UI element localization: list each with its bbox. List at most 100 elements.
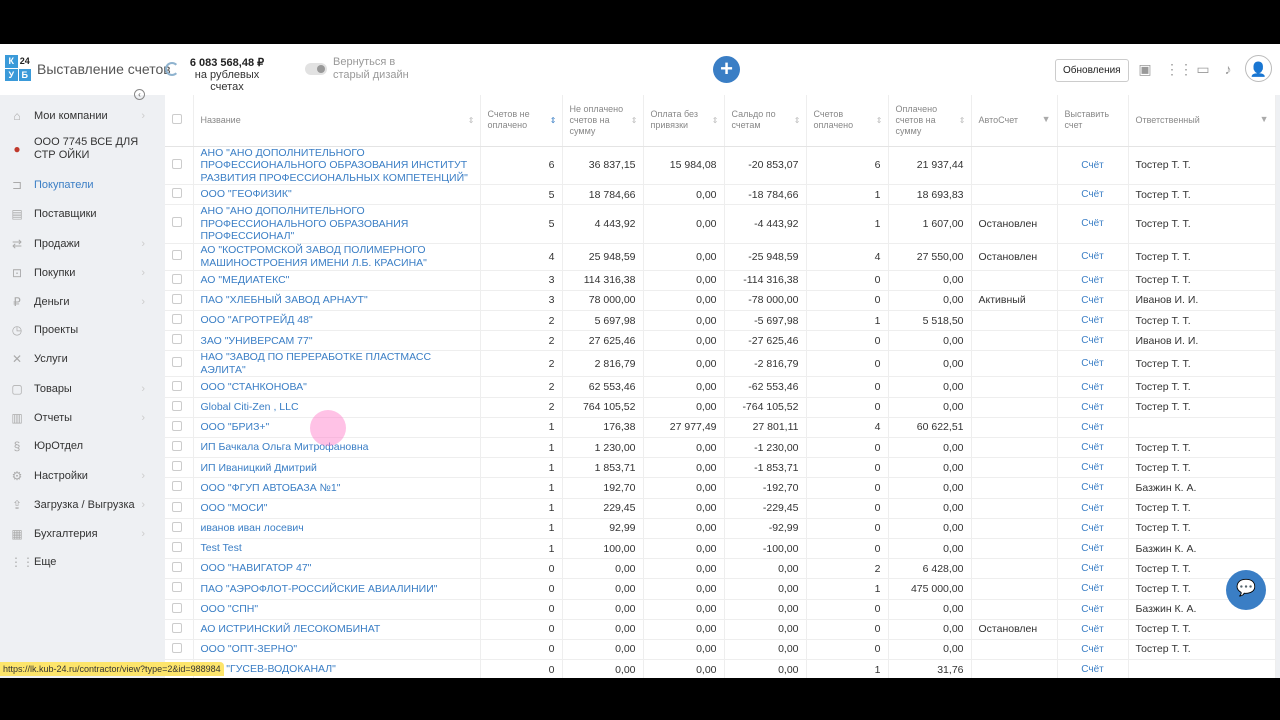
row-checkbox[interactable] [172,542,182,553]
create-invoice-link[interactable]: Счёт [1057,290,1129,312]
create-invoice-link[interactable]: Счёт [1057,417,1129,439]
sort-icon[interactable]: ⇕ [467,116,475,125]
sort-icon[interactable]: ⇕ [630,116,638,125]
row-checkbox[interactable] [172,273,182,284]
sidebar-item-5[interactable]: ⊡ Покупки › [0,263,163,283]
sort-icon[interactable]: ⇕ [793,116,801,125]
row-checkbox[interactable] [172,642,182,653]
contractor-link[interactable]: Global Citi-Zen , LLC [193,397,481,418]
column-header-4[interactable]: Сальдо по счетам ⇕ [724,95,807,147]
sidebar-item-4[interactable]: ⇄ Продажи › [0,234,163,254]
wallet-icon[interactable]: ▭ [1196,61,1210,77]
column-header-3[interactable]: Оплата без привязки ⇕ [643,95,725,147]
contractor-link[interactable]: АО ИСТРИНСКИЙ ЛЕСОКОМБИНАТ [193,619,481,640]
create-invoice-link[interactable]: Счёт [1057,437,1129,459]
create-invoice-link[interactable]: Счёт [1057,350,1129,378]
create-invoice-link[interactable]: Счёт [1057,397,1129,418]
row-checkbox[interactable] [172,334,182,345]
row-checkbox[interactable] [172,293,182,304]
contractor-link[interactable]: АО "КОСТРОМСКОЙ ЗАВОД ПОЛИМЕРНОГО МАШИНО… [193,243,481,271]
sidebar-item-14[interactable]: ▦ Бухгалтерия › [0,524,163,544]
sidebar-item-10[interactable]: ▥ Отчеты › [0,408,163,428]
add-button[interactable]: + [713,56,740,83]
create-invoice-link[interactable]: Счёт [1057,659,1129,678]
sort-icon[interactable]: ⇕ [549,116,557,125]
row-checkbox[interactable] [172,501,182,512]
sort-icon[interactable]: ⇕ [875,116,883,125]
sidebar-item-13[interactable]: ⇪ Загрузка / Выгрузка › [0,495,163,515]
row-checkbox[interactable] [172,158,182,169]
row-checkbox[interactable] [172,481,182,492]
create-invoice-link[interactable]: Счёт [1057,330,1129,352]
contractor-link[interactable]: ООО "НАВИГАТОР 47" [193,558,481,580]
sort-icon[interactable]: ⇕ [958,116,966,125]
create-invoice-link[interactable]: Счёт [1057,184,1129,206]
contractor-link[interactable]: ООО "АГРОТРЕЙД 48" [193,310,481,332]
create-invoice-link[interactable]: Счёт [1057,270,1129,291]
contractor-link[interactable]: ОАО "ГУСЕВ-ВОДОКАНАЛ" [193,659,481,678]
column-header-1[interactable]: Счетов не оплачено ⇕ [480,95,563,147]
row-checkbox[interactable] [172,400,182,411]
row-checkbox[interactable] [172,314,182,325]
contractor-link[interactable]: ПАО "АЭРОФЛОТ-РОССИЙСКИЕ АВИАЛИНИИ" [193,578,481,600]
create-invoice-link[interactable]: Счёт [1057,498,1129,519]
briefcase-icon[interactable]: ▣ [1138,61,1152,77]
row-checkbox[interactable] [172,357,182,368]
sidebar-item-3[interactable]: ▤ Поставщики [0,204,163,224]
sidebar-item-7[interactable]: ◷ Проекты [0,320,163,340]
create-invoice-link[interactable]: Счёт [1057,146,1129,185]
create-invoice-link[interactable]: Счёт [1057,578,1129,600]
chat-button[interactable]: 💬 [1226,570,1266,610]
row-checkbox[interactable] [172,622,182,633]
logo[interactable]: К 24 У Б [5,55,31,81]
apps-grid-icon[interactable]: ⋮⋮ [1165,61,1193,77]
column-header-2[interactable]: Не оплачено счетов на сумму ⇕ [562,95,644,147]
contractor-link[interactable]: АНО "АНО ДОПОЛНИТЕЛЬНОГО ПРОФЕССИОНАЛЬНО… [193,204,481,244]
updates-button[interactable]: Обновления [1055,59,1129,82]
create-invoice-link[interactable]: Счёт [1057,457,1129,479]
create-invoice-link[interactable]: Счёт [1057,619,1129,640]
contractor-link[interactable]: ООО "БРИЗ+" [193,417,481,439]
contractor-link[interactable]: ООО "ФГУП АВТОБАЗА №1" [193,477,481,499]
contractor-link[interactable]: НАО "ЗАВОД ПО ПЕРЕРАБОТКЕ ПЛАСТМАСС АЭЛИ… [193,350,481,378]
row-checkbox[interactable] [172,461,182,472]
contractor-link[interactable]: ЗАО "УНИВЕРСАМ 77" [193,330,481,352]
contractor-link[interactable]: иванов иван лосевич [193,518,481,539]
create-invoice-link[interactable]: Счёт [1057,538,1129,560]
sort-icon[interactable]: ⇕ [711,116,719,125]
filter-icon[interactable]: ▼ [1041,114,1051,124]
sidebar-item-12[interactable]: ⚙ Настройки › [0,466,163,486]
create-invoice-link[interactable]: Счёт [1057,558,1129,580]
row-checkbox[interactable] [172,420,182,431]
column-header-8[interactable]: Выставить счет [1057,95,1129,147]
contractor-link[interactable]: ПАО "ХЛЕБНЫЙ ЗАВОД АРНАУТ" [193,290,481,312]
sidebar-item-8[interactable]: ✕ Услуги [0,349,163,369]
sidebar-item-0[interactable]: ⌂ Мои компании › [0,106,163,126]
contractor-link[interactable]: АО "МЕДИАТЕКС" [193,270,481,291]
collapse-sidebar-icon[interactable]: ‹ [134,89,145,100]
row-checkbox[interactable] [172,582,182,593]
contractor-link[interactable]: ИП Иваницкий Дмитрий [193,457,481,479]
row-checkbox[interactable] [172,250,182,261]
sidebar-item-11[interactable]: § ЮрОтдел [0,436,163,456]
row-checkbox[interactable] [172,217,182,228]
create-invoice-link[interactable]: Счёт [1057,243,1129,271]
sidebar-item-9[interactable]: ▢ Товары › [0,379,163,399]
column-header-6[interactable]: Оплачено счетов на сумму ⇕ [888,95,972,147]
filter-icon[interactable]: ▼ [1259,114,1269,124]
avatar[interactable]: 👤 [1245,55,1272,82]
column-header-0[interactable]: Название ⇕ [193,95,481,147]
create-invoice-link[interactable]: Счёт [1057,518,1129,539]
contractor-link[interactable]: Test Test [193,538,481,560]
create-invoice-link[interactable]: Счёт [1057,477,1129,499]
contractor-link[interactable]: ИП Бачкала Ольга Митрофановна [193,437,481,459]
row-checkbox[interactable] [172,602,182,613]
column-header-7[interactable]: АвтоСчет ▼ [971,95,1058,147]
create-invoice-link[interactable]: Счёт [1057,310,1129,332]
create-invoice-link[interactable]: Счёт [1057,376,1129,398]
column-header-9[interactable]: Ответственный ▼ [1128,95,1276,147]
row-checkbox[interactable] [172,521,182,532]
sidebar-item-6[interactable]: ₽ Деньги › [0,292,163,312]
row-checkbox[interactable] [172,380,182,391]
sidebar-item-15[interactable]: ⋮⋮ Еще [0,552,163,572]
